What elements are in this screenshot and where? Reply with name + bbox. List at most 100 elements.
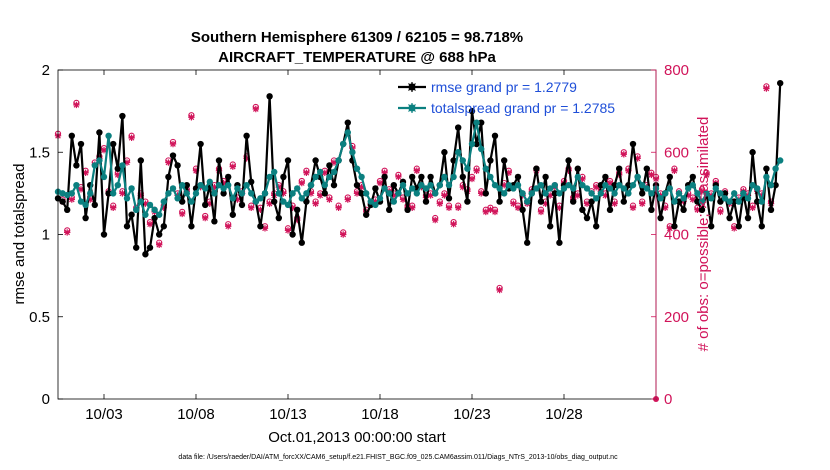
obs-assimilated-point [413,167,420,174]
obs-assimilated-point [128,134,135,142]
totalspread-point [298,195,305,202]
totalspread-point [560,185,568,192]
obs-assimilated-point [478,190,485,197]
obs-assimilated-point [698,188,706,195]
rmse-point [409,173,416,181]
rmse-point [330,181,338,189]
obs-assimilated-point [225,223,232,230]
obs-assimilated-point [574,192,581,199]
rmse-point [501,157,508,164]
obs-assimilated-point [64,229,71,236]
obs-assimilated-point [372,198,379,205]
obs-assimilated-point [114,171,121,179]
totalspread-point [772,165,779,172]
totalspread-point [386,190,393,197]
obs-assimilated-point [689,196,696,203]
totalspread-point [409,185,416,192]
totalspread-point [593,195,600,202]
totalspread-point [376,195,384,202]
obs-assimilated-point [432,216,439,224]
totalspread-point [100,173,108,181]
y-tick-label-left: 0 [42,391,50,408]
rmse-point [312,157,319,164]
rmse-point [275,214,282,222]
chart-title-line2: AIRCRAFT_TEMPERATURE @ 688 hPa [218,49,496,66]
obs-assimilated-point [436,200,443,207]
rmse-point [643,165,650,172]
rmse-point [487,157,494,164]
rmse-point [671,223,678,230]
rmse-point [418,173,425,181]
totalspread-point [735,198,742,205]
rmse-point [183,181,190,189]
rmse-point [464,198,471,205]
rmse-point [151,214,158,222]
rmse-point [128,211,135,218]
rmse-point [570,198,577,205]
rmse-point [482,190,489,197]
totalspread-point [459,157,466,164]
obs-assimilated-point [303,169,310,177]
totalspread-point [261,190,269,197]
totalspread-point [731,190,738,197]
totalspread-point [321,181,328,189]
rmse-point [537,198,545,205]
totalspread-point [726,198,733,205]
rmse-point [519,206,526,214]
obs-assimilated-point [68,196,75,203]
rmse-point [629,140,637,148]
rmse-point [698,206,706,214]
rmse-point [386,206,393,214]
rmse-point [63,206,71,214]
totalspread-point [353,165,361,172]
obs-assimilated-point [335,204,342,211]
obs-assimilated-point [556,204,563,211]
obs-assimilated-point [340,231,347,238]
rmse-point [165,173,172,181]
rmse-point [294,206,301,214]
totalspread-point [528,190,535,197]
legend-rmse-marker [407,82,417,92]
obs-assimilated-point [501,181,508,189]
rmse-point [565,157,572,164]
totalspread-point [666,185,673,192]
obs-assimilated-point [211,184,218,191]
rmse-point [353,181,361,189]
totalspread-point [685,185,692,192]
totalspread-point [303,190,310,197]
totalspread-point [427,181,434,189]
totalspread-point [340,140,347,148]
obs-assimilated-point [583,200,591,207]
totalspread-point [740,190,747,197]
totalspread-point [777,157,784,164]
totalspread-point [606,185,614,192]
totalspread-point [749,181,756,189]
obs-assimilated-point [427,192,434,199]
rmse-point [735,223,742,230]
obs-assimilated-point [100,146,108,154]
obs-assimilated-point [257,206,264,214]
totalspread-point [758,198,765,205]
rmse-point [91,201,99,209]
rmse-point [533,165,540,172]
rmse-point [215,157,223,164]
obs-assimilated-point [395,173,402,181]
totalspread-point [455,149,462,156]
obs-assimilated-point [243,155,250,162]
obs-assimilated-point [252,105,259,113]
rmse-point [243,132,250,139]
rmse-point [160,223,167,230]
totalspread-point [110,190,117,197]
y-tick-label-right: 800 [664,62,689,79]
legend-rmse-label: rmse grand pr = 1.2779 [431,79,577,95]
rmse-point [597,181,604,189]
totalspread-point [367,198,374,205]
obs-assimilated-point [289,204,296,211]
totalspread-point [473,119,480,126]
rmse-point [514,173,522,181]
totalspread-point [501,190,508,197]
rmse-point [381,173,388,181]
rmse-point [220,190,227,197]
rmse-point [450,157,457,164]
rmse-point [105,190,112,197]
